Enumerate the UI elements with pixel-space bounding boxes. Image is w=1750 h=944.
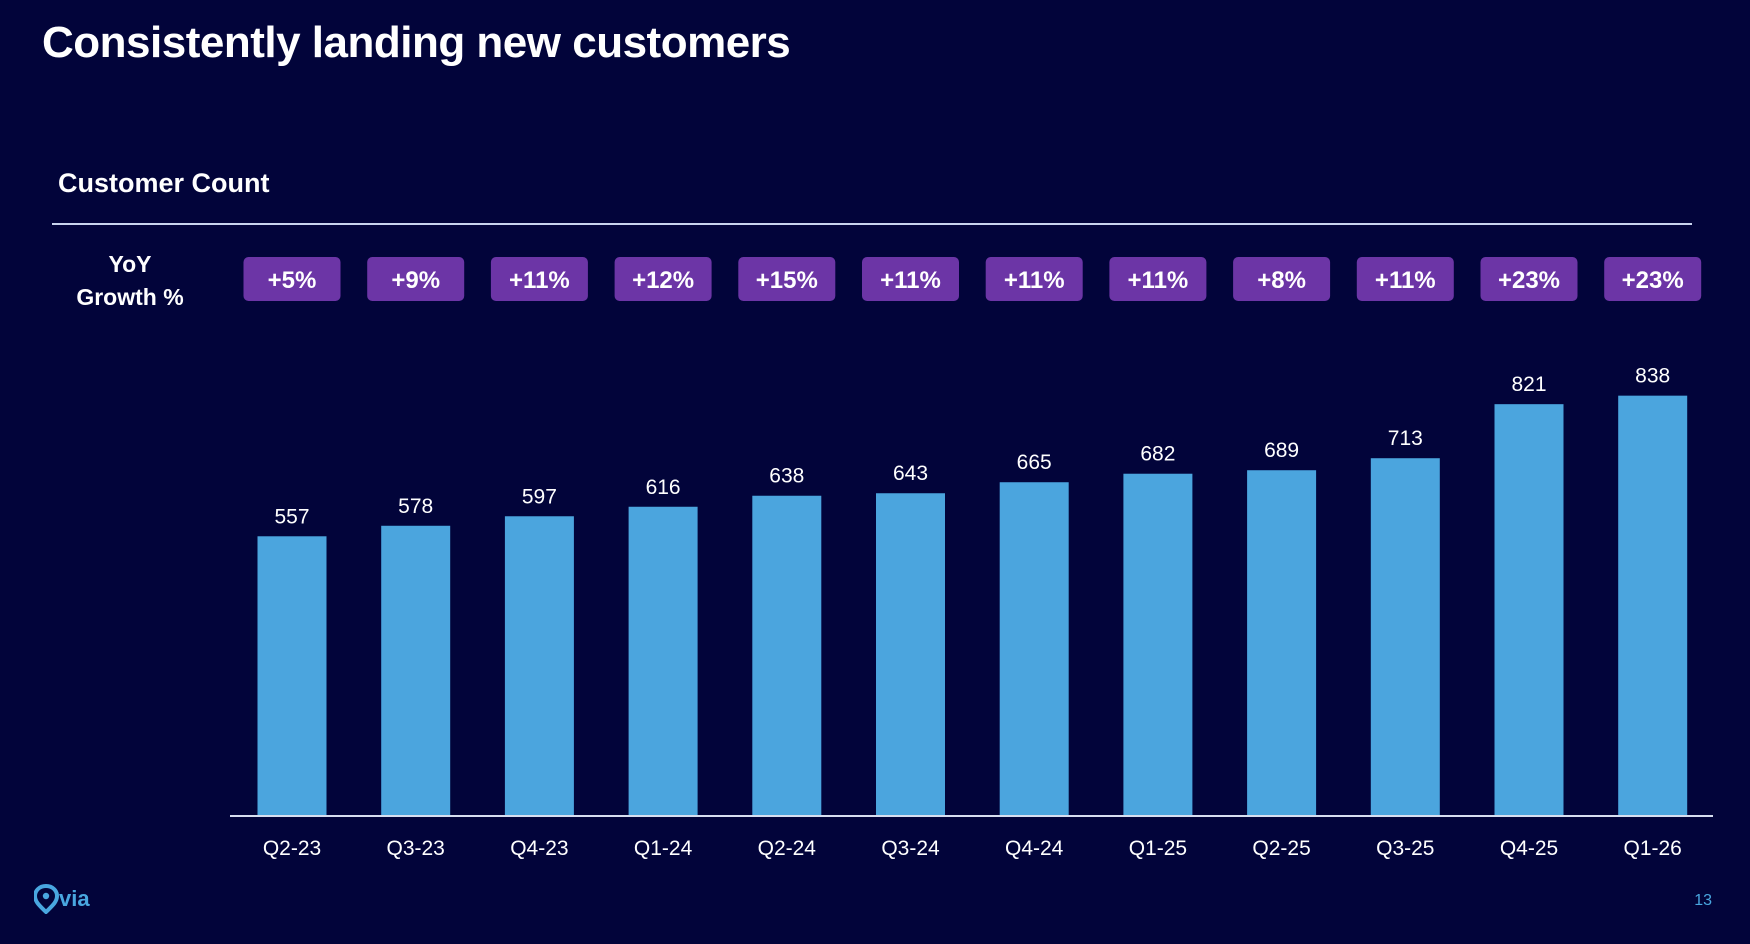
yoy-badge (243, 257, 341, 301)
x-tick-label: Q4-24 (1005, 837, 1064, 860)
bar (1370, 458, 1440, 815)
bar (752, 495, 822, 815)
yoy-badge (1604, 257, 1702, 301)
x-tick-label: Q4-23 (510, 837, 568, 860)
x-tick-label: Q2-25 (1252, 837, 1310, 860)
yoy-badge (490, 257, 588, 301)
yoy-badge-label: +8% (1257, 267, 1306, 294)
bar-value-label: 643 (893, 462, 928, 485)
chart-title: Customer Count (58, 168, 270, 198)
bar-value-label: 597 (522, 485, 557, 508)
bar-value-label: 557 (274, 505, 309, 528)
yoy-badge-label: +9% (391, 267, 440, 294)
yoy-badge (985, 257, 1083, 301)
yoy-badge (1356, 257, 1454, 301)
x-tick-label: Q1-24 (634, 837, 693, 860)
x-tick-label: Q3-25 (1376, 837, 1434, 860)
x-tick-label: Q3-23 (387, 837, 445, 860)
yoy-badge-label: +23% (1498, 267, 1560, 294)
yoy-badge (1109, 257, 1207, 301)
bar (504, 516, 574, 815)
yoy-badge-label: +5% (268, 267, 317, 294)
bar-group: 557 Q2-23 578 Q3-23 597 Q4-23 616 Q1-24 638 Q2-24… (257, 365, 1688, 860)
yoy-badge (1233, 257, 1331, 301)
yoy-growth-label: YoY Growth % (60, 248, 200, 314)
bar-value-label: 638 (769, 465, 804, 488)
bar-value-label: 821 (1511, 373, 1546, 396)
via-logo-icon: via (34, 883, 90, 914)
yoy-label-line1: YoY (108, 251, 152, 277)
bar (628, 506, 698, 815)
bar (1618, 395, 1688, 815)
bar (999, 482, 1069, 815)
bar-value-label: 689 (1264, 439, 1299, 462)
yoy-badge-label: +12% (632, 267, 694, 294)
x-tick-label: Q1-26 (1624, 837, 1682, 860)
bar-value-label: 578 (398, 495, 433, 518)
bar-value-label: 682 (1140, 443, 1175, 466)
x-tick-label: Q2-23 (263, 837, 321, 860)
yoy-label-line2: Growth % (76, 284, 184, 310)
yoy-badge-label: +11% (1375, 267, 1436, 294)
yoy-badge-label: +23% (1622, 267, 1684, 294)
bar-value-label: 665 (1017, 451, 1052, 474)
yoy-badge-group: +5% +9% +11% +12% +15% +11% +11% +11% +8% +11% +23… (243, 257, 1702, 301)
yoy-badge-label: +11% (509, 267, 570, 294)
bar (1247, 470, 1317, 815)
yoy-badge-label: +11% (1128, 267, 1189, 294)
bar (876, 493, 945, 815)
yoy-badge (738, 257, 836, 301)
bar (1494, 404, 1564, 815)
x-tick-label: Q3-24 (881, 837, 940, 860)
yoy-badge (367, 257, 465, 301)
bar (381, 525, 451, 815)
bar (257, 536, 327, 815)
yoy-badge (862, 257, 959, 301)
page-number: 13 (1694, 892, 1712, 909)
bar-value-label: 838 (1635, 365, 1670, 388)
slide-title: Consistently landing new customers (42, 18, 791, 67)
yoy-badge (614, 257, 712, 301)
svg-text:via: via (59, 886, 90, 911)
x-tick-label: Q2-24 (758, 837, 817, 860)
x-tick-label: Q1-25 (1129, 837, 1187, 860)
bar (1123, 473, 1193, 815)
bar-value-label: 616 (646, 476, 681, 499)
yoy-badge-label: +11% (1004, 267, 1065, 294)
yoy-badge-label: +15% (756, 267, 818, 294)
title-divider (52, 223, 1692, 225)
bar-value-label: 713 (1388, 427, 1423, 450)
yoy-badge (1480, 257, 1578, 301)
x-tick-label: Q4-25 (1500, 837, 1558, 860)
yoy-badge-label: +11% (880, 267, 941, 294)
